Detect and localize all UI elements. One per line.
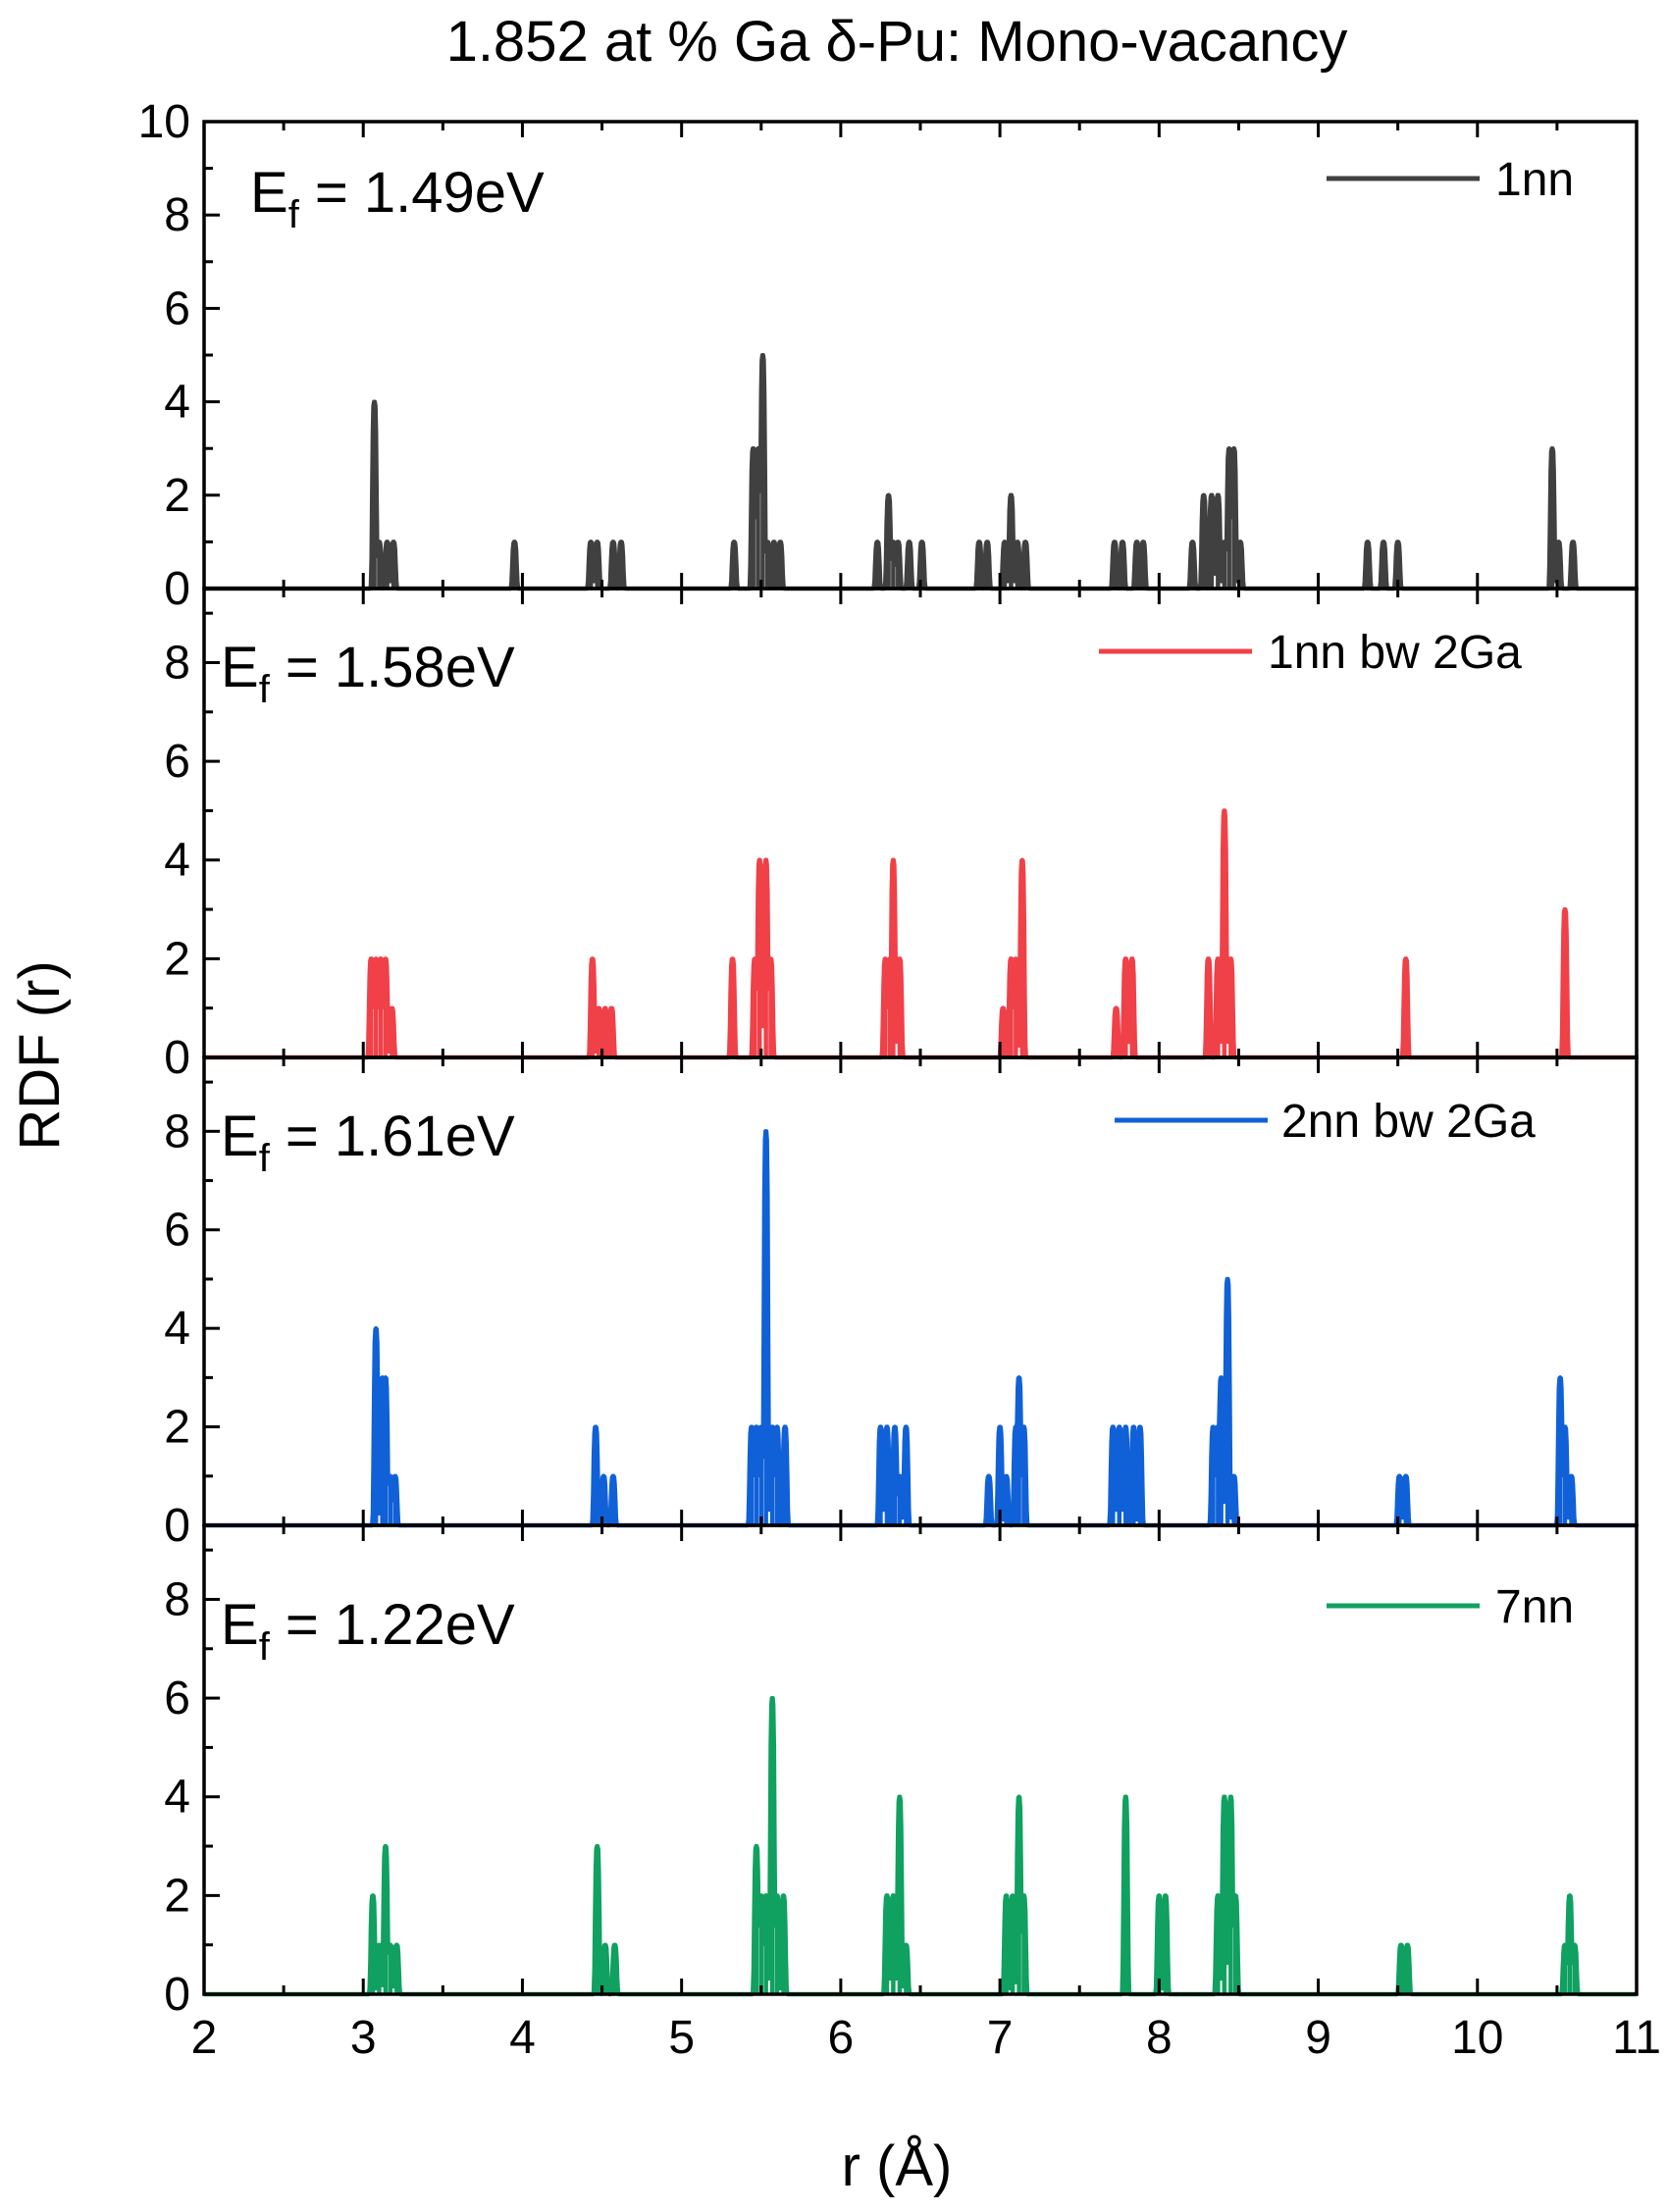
y-tick-label: 8 xyxy=(164,637,190,689)
y-tick-label: 4 xyxy=(164,1772,190,1824)
x-tick-label: 6 xyxy=(828,2012,855,2064)
formation-energy-label: Ef = 1.49eV xyxy=(250,161,545,236)
y-tick-label: 10 xyxy=(138,96,190,148)
legend-label: 1nn xyxy=(1495,154,1574,206)
formation-energy-label: Ef = 1.61eV xyxy=(221,1105,515,1180)
x-axis-label: r (Å) xyxy=(842,2135,953,2198)
y-tick-label: 2 xyxy=(164,1870,190,1922)
y-axis-label: RDF (r) xyxy=(8,960,72,1150)
y-tick-label: 8 xyxy=(164,189,190,241)
y-tick-label: 0 xyxy=(164,1500,190,1552)
y-tick-label: 2 xyxy=(164,933,190,985)
y-tick-label: 0 xyxy=(164,563,190,615)
panel-frame xyxy=(202,1523,1639,1996)
y-tick-label: 0 xyxy=(164,1032,190,1084)
panel-4: 0 2 4 6 8 7nn Ef = 1.22eV xyxy=(164,1523,1639,2021)
x-tick-label: 11 xyxy=(1612,2012,1661,2064)
x-tick-labels: 2 3 4 5 6 7 8 9 10 11 xyxy=(191,2012,1661,2064)
x-tick-label: 2 xyxy=(191,2012,218,2064)
panel-2: 0 2 4 6 8 1nn bw 2Ga Ef = 1.58eV xyxy=(164,587,1639,1084)
y-tick-label: 4 xyxy=(164,835,190,887)
y-tick-label: 8 xyxy=(164,1106,190,1157)
y-tick-label: 6 xyxy=(164,283,190,334)
y-tick-label: 0 xyxy=(164,1969,190,2021)
x-tick-label: 4 xyxy=(509,2012,536,2064)
legend-label: 2nn bw 2Ga xyxy=(1281,1096,1536,1148)
formation-energy-label: Ef = 1.22eV xyxy=(221,1593,515,1669)
rdf-trace-4 xyxy=(202,1695,1639,1997)
panel-1: 0 2 4 6 8 10 1nn Ef = 1.49eV xyxy=(138,96,1639,615)
formation-energy-label: Ef = 1.58eV xyxy=(221,636,515,711)
x-tick-label: 7 xyxy=(987,2012,1014,2064)
y-tick-label: 8 xyxy=(164,1573,190,1625)
rdf-trace-3 xyxy=(202,1129,1639,1528)
y-tick-label: 2 xyxy=(164,1402,190,1454)
y-tick-label: 6 xyxy=(164,1672,190,1724)
y-tick-label: 2 xyxy=(164,470,190,522)
y-tick-label: 6 xyxy=(164,736,190,788)
legend-label: 7nn xyxy=(1495,1581,1574,1633)
y-tick-label: 6 xyxy=(164,1205,190,1257)
x-tick-label: 5 xyxy=(668,2012,695,2064)
x-tick-label: 9 xyxy=(1305,2012,1331,2064)
rdf-trace-2 xyxy=(202,808,1639,1060)
x-tick-label: 3 xyxy=(350,2012,377,2064)
y-tick-label: 4 xyxy=(164,1303,190,1355)
panel-3: 0 2 4 6 8 2nn bw 2Ga Ef = 1.61eV xyxy=(164,1055,1639,1552)
x-tick-label: 10 xyxy=(1451,2012,1503,2064)
y-tick-label: 4 xyxy=(164,377,190,429)
x-tick-label: 8 xyxy=(1146,2012,1173,2064)
chart-title: 1.852 at % Ga δ-Pu: Mono-vacancy xyxy=(446,10,1348,74)
legend-label: 1nn bw 2Ga xyxy=(1268,627,1522,679)
